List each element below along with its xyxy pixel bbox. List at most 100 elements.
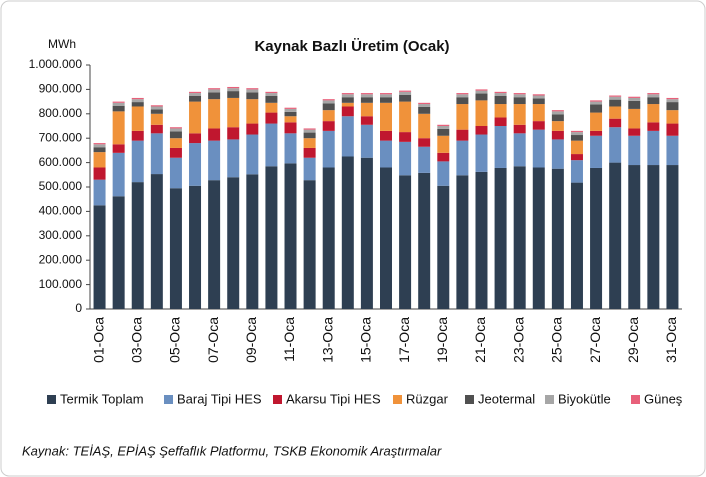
bar-segment (208, 88, 221, 90)
bar-segment (456, 140, 469, 176)
bar-segment (131, 140, 144, 183)
bar-segment (437, 185, 450, 309)
bar-segment (189, 101, 202, 134)
bar-segment (590, 167, 603, 309)
bar-segment (303, 180, 316, 309)
bar-segment (513, 166, 526, 309)
bar-segment (169, 147, 182, 158)
bar-segment (360, 116, 373, 125)
bar-segment (150, 105, 163, 107)
bar-segment (399, 101, 412, 133)
bar-segment (246, 88, 259, 90)
bar-segment (284, 116, 297, 123)
bar-segment (456, 129, 469, 141)
y-tick-label: 200.000 (39, 252, 83, 266)
bar-segment (150, 113, 163, 125)
x-tick-label: 23-Oca (510, 317, 526, 363)
bar-segment (513, 104, 526, 125)
bar-segment (513, 133, 526, 167)
bar-segment (532, 94, 545, 96)
bar-segment (227, 97, 240, 128)
bar-segment (647, 122, 660, 131)
x-tick-label: 31-Oca (663, 317, 679, 363)
bar-segment (456, 93, 469, 95)
bar-segment (570, 160, 583, 183)
bar-segment (246, 123, 259, 135)
bar-segment (551, 114, 564, 122)
bar-segment (399, 91, 412, 95)
bar-segment (628, 135, 641, 166)
bar-segment (456, 94, 469, 98)
bar-segment (322, 99, 335, 101)
bar-segment (647, 104, 660, 123)
bar-segment (284, 107, 297, 109)
x-tick-label: 07-Oca (205, 317, 221, 363)
bar-segment (475, 90, 488, 94)
bar-segment (570, 132, 583, 136)
y-tick-label: 500.000 (39, 179, 83, 193)
source: Kaynak: TEİAŞ, EPİAŞ Şeffaflık Platformu… (22, 443, 442, 458)
x-tick-label: 29-Oca (625, 317, 641, 363)
bar-segment (265, 112, 278, 124)
bar-segment (647, 130, 660, 166)
bar-segment (532, 104, 545, 122)
x-tick-label: 05-Oca (167, 317, 183, 363)
y-tick-label: 300.000 (39, 228, 83, 242)
x-tick-label: 25-Oca (549, 317, 565, 363)
bar-segment (93, 167, 106, 180)
legend-label: Akarsu Tipi HES (286, 391, 381, 406)
bar-segment (609, 162, 622, 309)
bar-segment (189, 91, 202, 94)
bar-segment (380, 167, 392, 309)
bar-segment (265, 166, 278, 309)
bar-segment (551, 110, 564, 112)
bar-segment (284, 122, 297, 134)
bar-segment (189, 185, 202, 309)
bar-segment (494, 117, 507, 126)
y-tick-label: 100.000 (39, 277, 83, 291)
bar-segment (666, 97, 679, 100)
bar-segment (322, 130, 335, 168)
bar-segment (322, 103, 335, 111)
legend-label: Rüzgar (406, 391, 449, 406)
bar-segment (532, 121, 545, 130)
bar-segment (246, 174, 259, 309)
bar-segment (475, 100, 488, 126)
bar-segment (169, 188, 182, 309)
bar-segment (513, 97, 526, 105)
bar-segment (246, 89, 259, 93)
y-tick-label: 900.000 (39, 82, 83, 96)
bar-segment (609, 106, 622, 119)
y-axis-label: MWh (48, 37, 76, 51)
bar-segment (112, 152, 125, 197)
bar-segment (208, 99, 221, 129)
bar-segment (208, 128, 221, 141)
bar-segment (112, 102, 125, 106)
bar-segment (666, 135, 679, 166)
bar-segment (475, 93, 488, 101)
y-tick-label: 700.000 (39, 130, 83, 144)
bar-segment (666, 165, 679, 309)
legend-label: Termik Toplam (60, 391, 144, 406)
x-tick-label: 01-Oca (90, 317, 106, 363)
bar-segment (399, 175, 412, 309)
x-tick-label: 11-Oca (281, 317, 297, 362)
legend-swatch (393, 395, 402, 404)
bar-segment (131, 102, 144, 107)
bar-segment (341, 93, 354, 95)
bar-segment (475, 134, 488, 172)
bar-segment (666, 110, 679, 124)
bar-segment (93, 144, 106, 148)
bar-segment (360, 97, 373, 103)
bar-segment (208, 180, 221, 309)
bar-segment (303, 128, 316, 130)
bar-segment (628, 100, 641, 109)
legend-swatch (631, 395, 640, 404)
bar-segment (590, 135, 603, 168)
x-tick-label: 09-Oca (243, 317, 259, 363)
legend-swatch (47, 395, 56, 404)
bar-segment (150, 124, 163, 134)
bar-segment (513, 124, 526, 134)
bar-segment (265, 95, 278, 103)
bar-segment (551, 168, 564, 309)
